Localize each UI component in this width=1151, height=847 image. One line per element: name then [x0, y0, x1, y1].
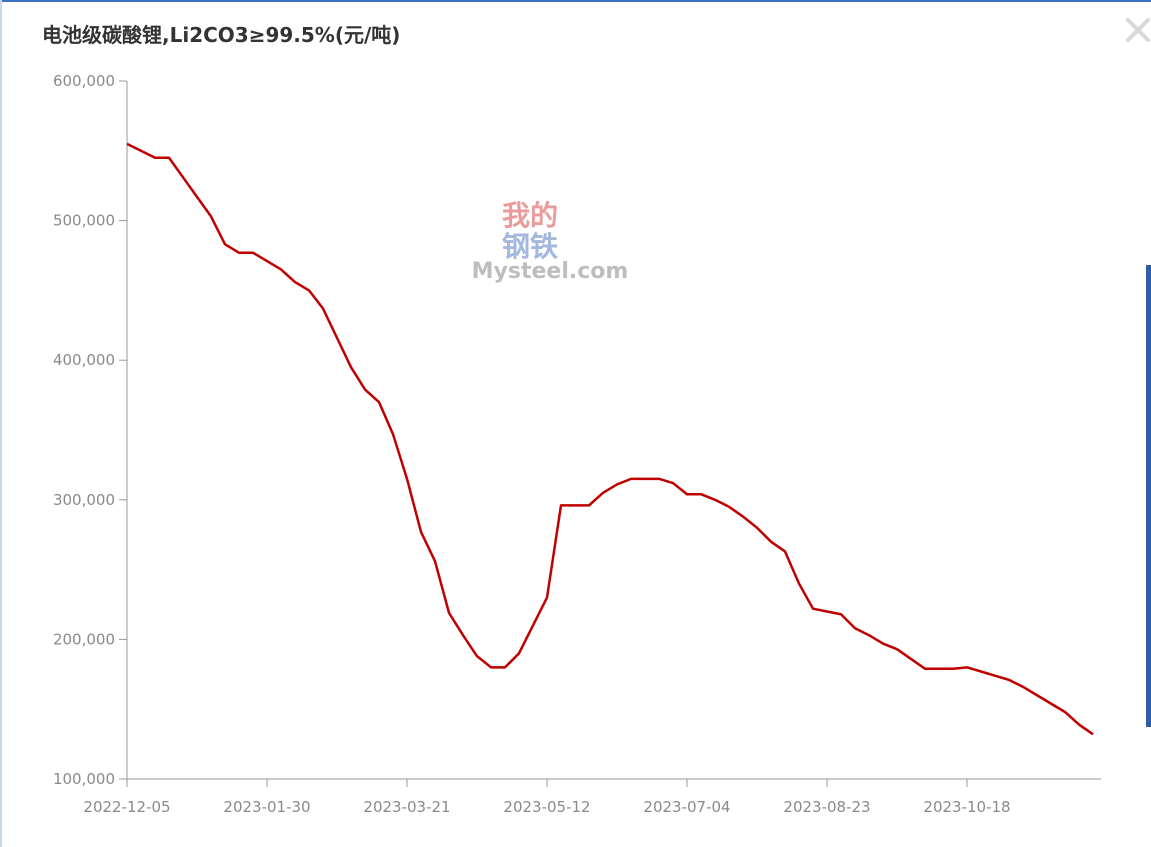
- y-tick-label: 500,000: [53, 212, 115, 230]
- x-tick-label: 2023-08-23: [783, 798, 870, 816]
- chart-title: 电池级碳酸锂,Li2CO3≥99.5%(元/吨): [42, 23, 400, 47]
- y-tick-label: 200,000: [53, 630, 115, 648]
- watermark-text: 钢铁: [502, 230, 558, 263]
- x-tick-label: 2022-12-05: [83, 798, 170, 816]
- watermark: 我的 钢铁 Mysteel.com: [472, 199, 629, 284]
- close-button[interactable]: [1126, 18, 1150, 42]
- x-tick-label: 2023-05-12: [503, 798, 590, 816]
- side-bar: [1146, 265, 1151, 727]
- x-tick-label: 2023-10-18: [923, 798, 1010, 816]
- y-tick-label: 400,000: [53, 351, 115, 369]
- left-border: [0, 0, 2, 847]
- watermark-text: 我的: [502, 199, 558, 232]
- x-tick-label: 2023-03-21: [363, 798, 450, 816]
- watermark-text: Mysteel.com: [472, 259, 629, 284]
- y-tick-label: 300,000: [53, 491, 115, 509]
- x-tick-label: 2023-01-30: [223, 798, 310, 816]
- line-series: [126, 142, 1094, 736]
- x-tick-label: 2023-07-04: [643, 798, 730, 816]
- y-tick-label: 100,000: [53, 770, 115, 788]
- y-tick-label: 600,000: [53, 72, 115, 90]
- top-border: [0, 0, 1151, 2]
